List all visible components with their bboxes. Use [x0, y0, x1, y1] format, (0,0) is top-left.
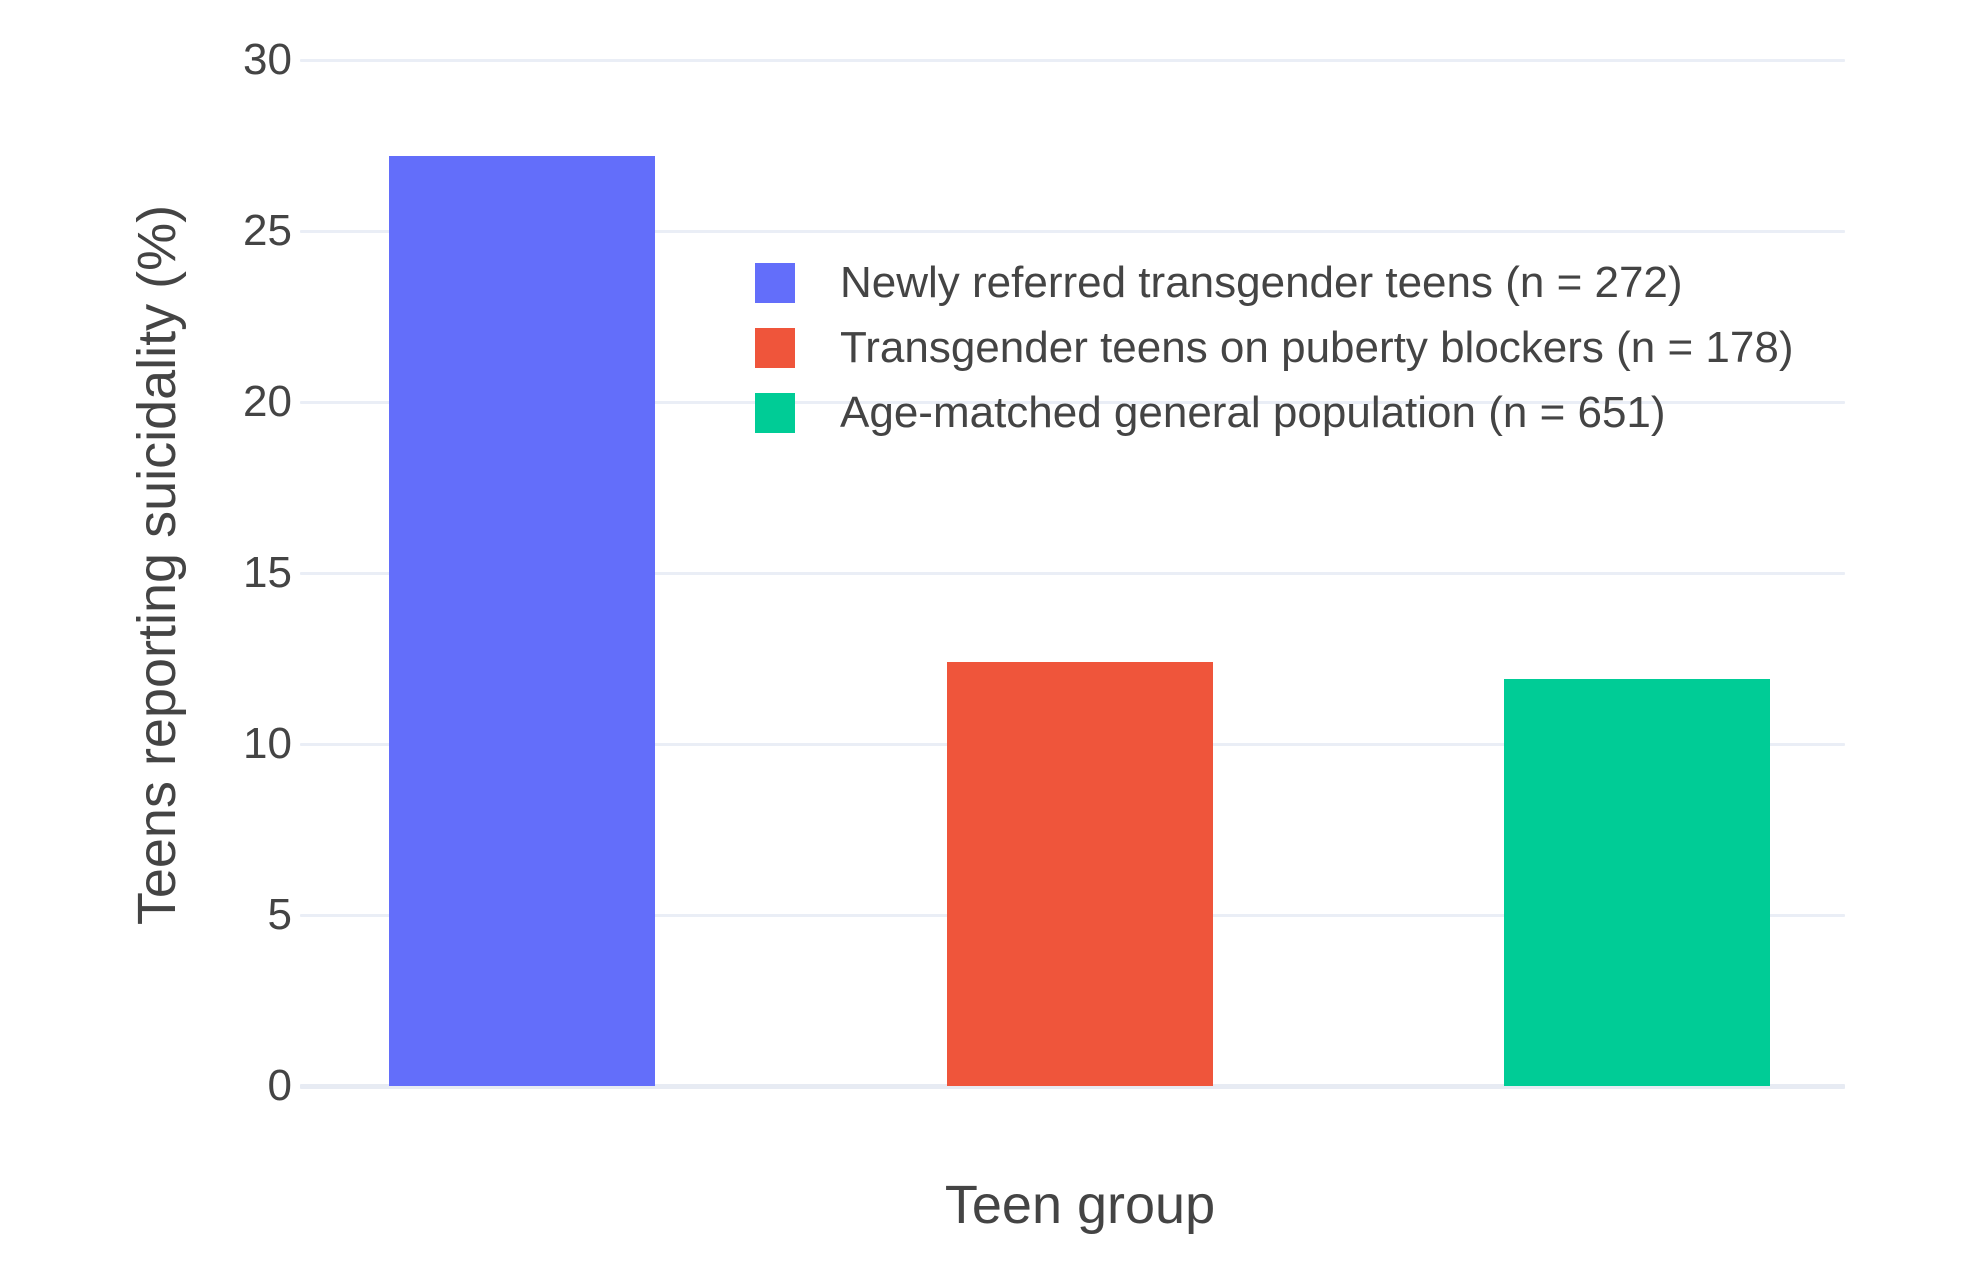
- y-tick-label: 20: [243, 377, 292, 426]
- legend-item: Newly referred transgender teens (n = 27…: [755, 250, 1793, 315]
- bar-newly-referred-transgender-teens: [389, 155, 655, 1086]
- legend-swatch-general-population: [755, 392, 795, 433]
- bar-age-matched-general-population: [1504, 679, 1770, 1086]
- legend-label: Transgender teens on puberty blockers (n…: [840, 322, 1794, 372]
- gridline: [300, 230, 1845, 233]
- legend-label: Age-matched general population (n = 651): [840, 387, 1666, 437]
- gridline: [300, 59, 1845, 62]
- bar-transgender-teens-on-puberty-blockers: [947, 661, 1213, 1086]
- y-tick-label: 15: [243, 548, 292, 597]
- y-tick-label: 5: [267, 890, 292, 939]
- legend-item: Age-matched general population (n = 651): [755, 380, 1793, 445]
- gridline: [300, 401, 1845, 404]
- legend-swatch-puberty-blockers: [755, 327, 795, 368]
- y-tick-label: 25: [243, 206, 292, 255]
- y-tick-label: 10: [243, 719, 292, 768]
- x-axis-zero-line: [300, 1084, 1845, 1089]
- legend: Newly referred transgender teens (n = 27…: [755, 250, 1793, 445]
- legend-item: Transgender teens on puberty blockers (n…: [755, 315, 1793, 380]
- legend-label: Newly referred transgender teens (n = 27…: [840, 257, 1683, 307]
- gridline: [300, 572, 1845, 575]
- legend-swatch-newly-referred: [755, 262, 795, 303]
- y-tick-label: 0: [267, 1061, 292, 1110]
- x-axis-title: Teen group: [944, 1175, 1216, 1235]
- y-tick-label: 30: [243, 35, 292, 84]
